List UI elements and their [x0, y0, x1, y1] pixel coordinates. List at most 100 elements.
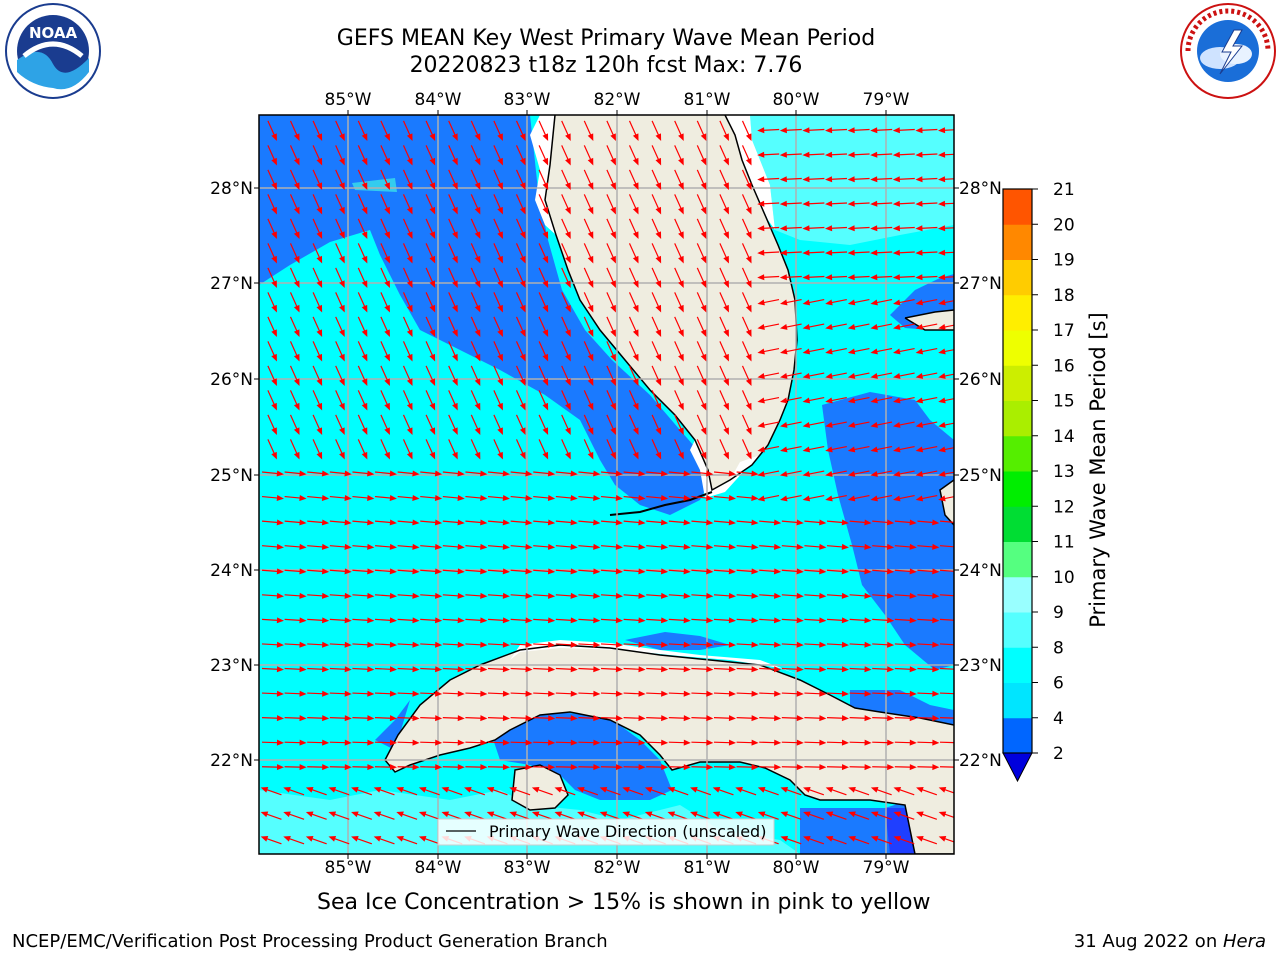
wave-arrow	[893, 445, 915, 453]
wave-arrow	[397, 470, 420, 477]
wave-arrow	[374, 543, 397, 550]
wave-arrow	[917, 592, 940, 599]
wave-arrow	[848, 787, 870, 796]
wave-arrow	[719, 243, 729, 264]
wave-arrow	[448, 439, 458, 460]
wave-arrow	[759, 617, 782, 624]
wave-arrow	[825, 811, 847, 820]
wave-arrow	[696, 365, 707, 386]
wave-arrow	[802, 225, 825, 232]
wave-arrow	[691, 592, 714, 599]
wave-arrow	[870, 494, 893, 502]
wave-arrow	[396, 787, 418, 796]
wave-arrow	[826, 764, 849, 771]
lon-label-bottom: 81°W	[684, 858, 731, 878]
wave-arrow	[691, 470, 714, 477]
wave-arrow	[741, 218, 752, 239]
lat-label-left: 25°N	[210, 466, 253, 486]
wave-arrow	[668, 715, 691, 722]
wave-arrow	[283, 836, 305, 845]
wave-arrow	[915, 274, 938, 281]
wave-arrow	[267, 169, 277, 190]
wave-arrow	[510, 641, 533, 648]
wave-arrow	[849, 666, 872, 673]
wave-arrow	[606, 316, 616, 337]
wave-arrow	[533, 690, 556, 697]
wave-arrow	[420, 470, 443, 477]
colorbar-segment	[1003, 224, 1032, 260]
wave-zone-cuba-south	[490, 712, 672, 800]
colorbar-segment	[1003, 259, 1032, 296]
lon-label-bottom: 84°W	[415, 858, 462, 878]
wave-arrow	[425, 316, 436, 337]
wave-arrow	[510, 494, 533, 501]
wave-arrow	[674, 267, 684, 288]
colorbar-tick-label: 16	[1053, 356, 1075, 376]
wave-arrow	[261, 470, 284, 477]
wave-arrow	[623, 543, 646, 550]
wave-arrow	[780, 836, 802, 845]
wave-arrow	[915, 249, 938, 256]
wave-arrow	[465, 715, 488, 722]
wave-arrow	[872, 641, 895, 648]
wave-arrow	[847, 347, 870, 355]
wave-arrow	[578, 739, 601, 746]
wave-arrow	[493, 218, 503, 239]
wave-arrow	[555, 543, 578, 550]
wave-arrow	[741, 316, 752, 337]
wave-arrow	[397, 543, 420, 550]
wave-arrow	[329, 543, 352, 550]
wave-arrow	[561, 218, 571, 239]
wave-arrow	[515, 169, 526, 190]
wave-arrow	[915, 494, 938, 502]
wave-arrow	[470, 218, 481, 239]
wave-arrow	[894, 739, 917, 746]
wave-arrow	[305, 836, 327, 845]
wave-arrow	[510, 764, 533, 771]
wave-arrow	[847, 249, 870, 256]
wave-arrow	[442, 592, 465, 599]
colorbar-segment	[1003, 682, 1032, 719]
wave-arrow	[691, 519, 714, 526]
wave-arrow	[577, 811, 599, 820]
wave-arrow	[352, 739, 375, 746]
lon-label-bottom: 79°W	[863, 858, 910, 878]
wave-arrow	[465, 764, 488, 771]
wave-arrow	[352, 641, 375, 648]
wave-arrow	[939, 667, 954, 670]
wave-arrow	[849, 568, 872, 575]
wave-arrow	[305, 811, 327, 820]
wave-arrow	[623, 519, 646, 526]
wave-arrow	[759, 739, 782, 746]
wave-arrow	[583, 414, 594, 435]
wave-arrow	[780, 811, 802, 820]
wave-arrow	[289, 414, 300, 435]
wave-arrow	[335, 390, 345, 411]
colorbar-tick-label: 11	[1053, 533, 1075, 553]
wave-arrow	[713, 617, 736, 624]
wave-arrow	[289, 365, 300, 386]
wave-arrow	[781, 568, 804, 575]
lat-label-right: 23°N	[959, 656, 1002, 676]
wave-arrow	[307, 690, 330, 697]
wave-arrow	[825, 176, 848, 183]
wave-arrow	[849, 764, 872, 771]
wave-arrow	[780, 445, 802, 453]
wave-arrow	[674, 194, 684, 215]
wave-arrow	[583, 365, 594, 386]
wave-arrow	[448, 243, 458, 264]
wave-arrow	[646, 617, 669, 624]
wave-arrow	[448, 169, 458, 190]
wave-arrow	[425, 292, 436, 313]
wave-arrow	[600, 543, 623, 550]
wave-arrow	[555, 690, 578, 697]
wave-arrow	[312, 267, 323, 288]
wave-arrow	[351, 811, 373, 820]
wave-arrow	[802, 176, 825, 183]
wave-arrow	[510, 519, 533, 526]
wave-arrow	[538, 243, 549, 264]
wave-arrow	[465, 470, 488, 477]
wave-arrow	[380, 292, 390, 313]
wave-arrow	[373, 787, 395, 796]
wave-arrow	[917, 666, 940, 673]
